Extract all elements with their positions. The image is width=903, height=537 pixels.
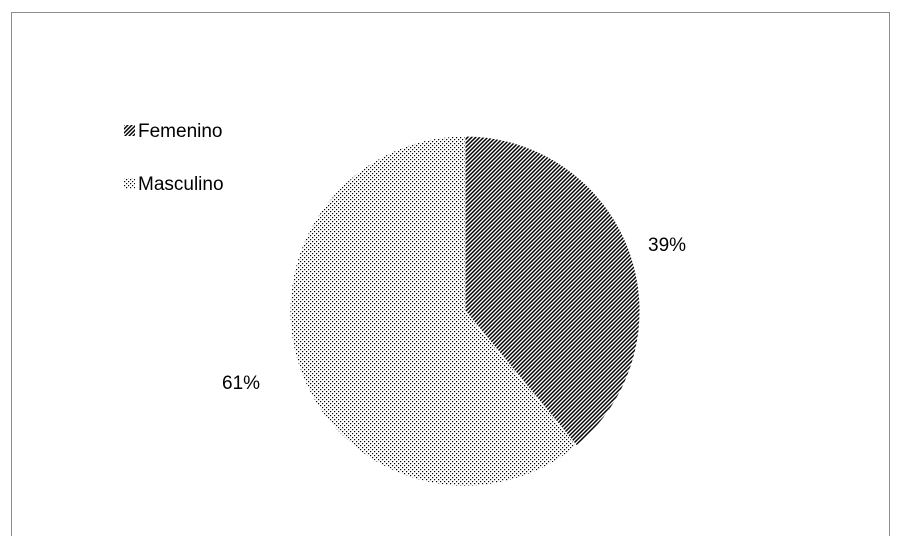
legend-swatch-femenino xyxy=(124,125,135,136)
legend-item-femenino: Femenino xyxy=(124,121,223,142)
pie-chart: 39% 61% Femenino Masculino xyxy=(124,121,686,487)
data-labels: 39% 61% xyxy=(222,235,686,394)
pie-slice-masculino xyxy=(289,135,578,487)
legend-swatch-masculino xyxy=(124,178,135,189)
data-label-femenino: 39% xyxy=(648,235,686,256)
legend-label-masculino: Masculino xyxy=(138,174,224,195)
legend-item-masculino: Masculino xyxy=(124,174,224,195)
pie-slices xyxy=(289,135,641,487)
chart-area: 39% 61% Femenino Masculino xyxy=(11,12,890,536)
data-label-masculino: 61% xyxy=(222,373,260,394)
pie-slice-femenino xyxy=(464,135,641,447)
legend: Femenino Masculino xyxy=(124,121,224,195)
legend-label-femenino: Femenino xyxy=(138,121,223,142)
